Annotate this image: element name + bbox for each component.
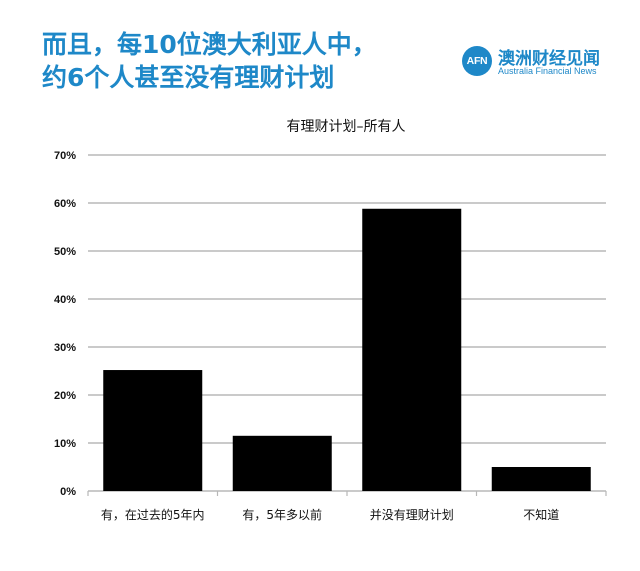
x-tick-label: 不知道: [523, 508, 559, 522]
bars: [103, 208, 591, 491]
chart-title: 有理财计划–所有人: [287, 119, 406, 135]
headline: 而且，每10位澳大利亚人中， 约6个人甚至没有理财计划: [42, 28, 377, 94]
headline-line-2: 约6个人甚至没有理财计划: [42, 63, 335, 92]
x-tick-label: 有，在过去的5年内: [101, 507, 205, 522]
y-tick-label: 20%: [54, 390, 76, 402]
y-tick-label: 60%: [54, 198, 76, 210]
brand-name-cn: 澳洲财经见闻: [498, 49, 600, 69]
y-axis-ticks: 0% 10% 20% 30% 40% 50% 60% 70%: [54, 150, 76, 498]
x-tick-label: 并没有理财计划: [370, 507, 454, 522]
y-tick-label: 50%: [54, 246, 76, 258]
x-axis-ticks: 有，在过去的5年内 有，5年多以前 并没有理财计划 不知道: [101, 507, 559, 522]
brand: AFN 澳洲财经见闻 Australia Financial News: [462, 44, 622, 80]
y-tick-label: 30%: [54, 342, 76, 354]
bar: [362, 208, 462, 491]
afn-logo-icon: AFN: [462, 46, 492, 76]
x-tick-label: 有，5年多以前: [242, 507, 322, 522]
brand-name-en: Australia Financial News: [498, 66, 597, 76]
y-tick-label: 70%: [54, 150, 76, 162]
bar: [491, 467, 591, 491]
bar: [232, 435, 332, 491]
y-tick-label: 10%: [54, 438, 76, 450]
headline-line-1: 而且，每10位澳大利亚人中，: [42, 30, 377, 59]
bar: [103, 370, 203, 491]
y-tick-label: 40%: [54, 294, 76, 306]
y-tick-label: 0%: [60, 486, 76, 498]
